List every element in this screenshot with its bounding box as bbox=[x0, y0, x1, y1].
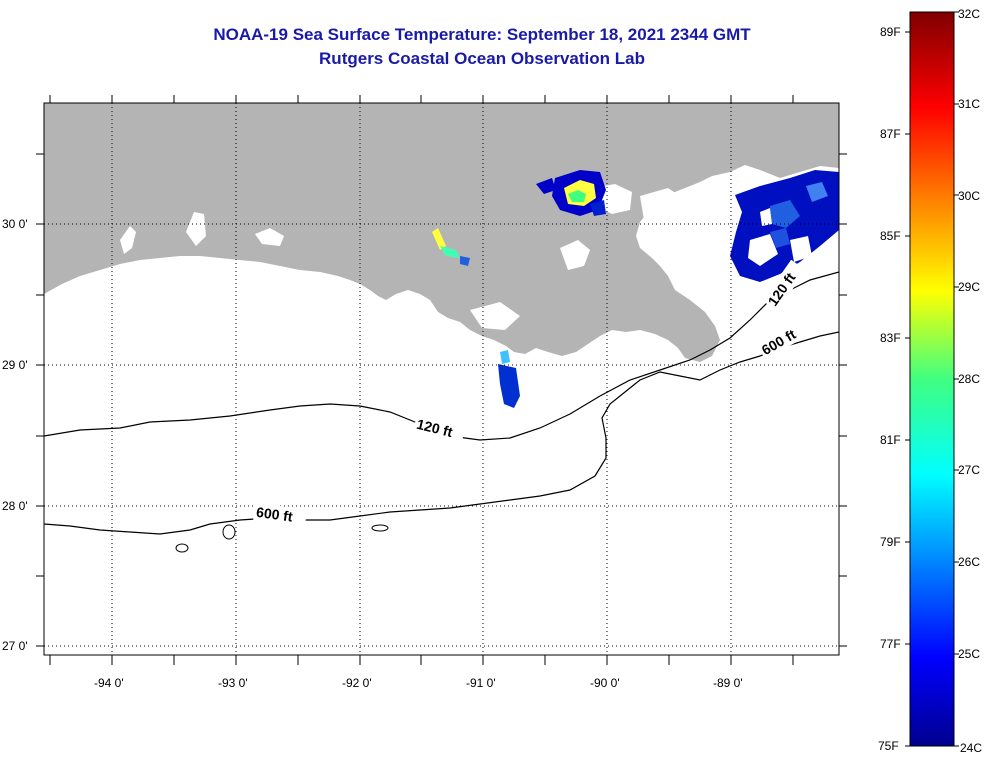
lon-label-90: -90 0' bbox=[590, 676, 620, 690]
isobath-120ft bbox=[44, 271, 839, 441]
sst-data-patches bbox=[432, 170, 839, 408]
lat-label-30: 30 0' bbox=[2, 217, 28, 231]
tick-marks bbox=[36, 95, 847, 665]
colorbar-c-24: 24C bbox=[960, 741, 982, 755]
colorbar-c-29: 29C bbox=[958, 280, 980, 294]
colorbar-c-31: 31C bbox=[958, 97, 980, 111]
lon-label-93: -93 0' bbox=[218, 676, 248, 690]
colorbar-f-79: 79F bbox=[880, 535, 901, 549]
colorbar-c-32: 32C bbox=[958, 7, 980, 21]
lake-borgne bbox=[640, 188, 680, 226]
lon-label-91: -91 0' bbox=[466, 676, 496, 690]
map-title: NOAA-19 Sea Surface Temperature: Septemb… bbox=[213, 25, 751, 44]
colorbar-f-83: 83F bbox=[880, 331, 901, 345]
lon-label-89: -89 0' bbox=[713, 676, 743, 690]
lake-calcasieu bbox=[120, 226, 136, 254]
map-subtitle: Rutgers Coastal Ocean Observation Lab bbox=[319, 49, 645, 68]
map-frame bbox=[43, 102, 840, 656]
lake-white bbox=[255, 228, 284, 246]
lake-grand bbox=[186, 212, 206, 246]
barataria-bay bbox=[560, 240, 590, 270]
colorbar-c-28: 28C bbox=[958, 372, 980, 386]
colorbar-c-26: 26C bbox=[958, 555, 980, 569]
lat-label-27: 27 0' bbox=[2, 639, 28, 653]
lon-label-94: -94 0' bbox=[94, 676, 124, 690]
colorbar-f-75: 75F bbox=[878, 739, 899, 753]
isobath-600ft bbox=[44, 331, 839, 535]
colorbar-f-89: 89F bbox=[880, 25, 901, 39]
lat-label-28: 28 0' bbox=[2, 499, 28, 513]
colorbar bbox=[909, 11, 955, 747]
colorbar-c-27: 27C bbox=[958, 463, 980, 477]
colorbar-c-25: 25C bbox=[958, 647, 980, 661]
colorbar-c-30: 30C bbox=[958, 189, 980, 203]
colorbar-f-81: 81F bbox=[880, 433, 901, 447]
colorbar-f-87: 87F bbox=[880, 127, 901, 141]
isobath-600ft-label-west: 600 ft bbox=[255, 504, 294, 525]
colorbar-f-85: 85F bbox=[880, 229, 901, 243]
colorbar-ticks bbox=[905, 11, 959, 747]
lon-label-92: -92 0' bbox=[342, 676, 372, 690]
land-mass bbox=[44, 103, 839, 362]
colorbar-f-77: 77F bbox=[880, 637, 901, 651]
graticule bbox=[44, 103, 839, 655]
lat-label-29: 29 0' bbox=[2, 358, 28, 372]
